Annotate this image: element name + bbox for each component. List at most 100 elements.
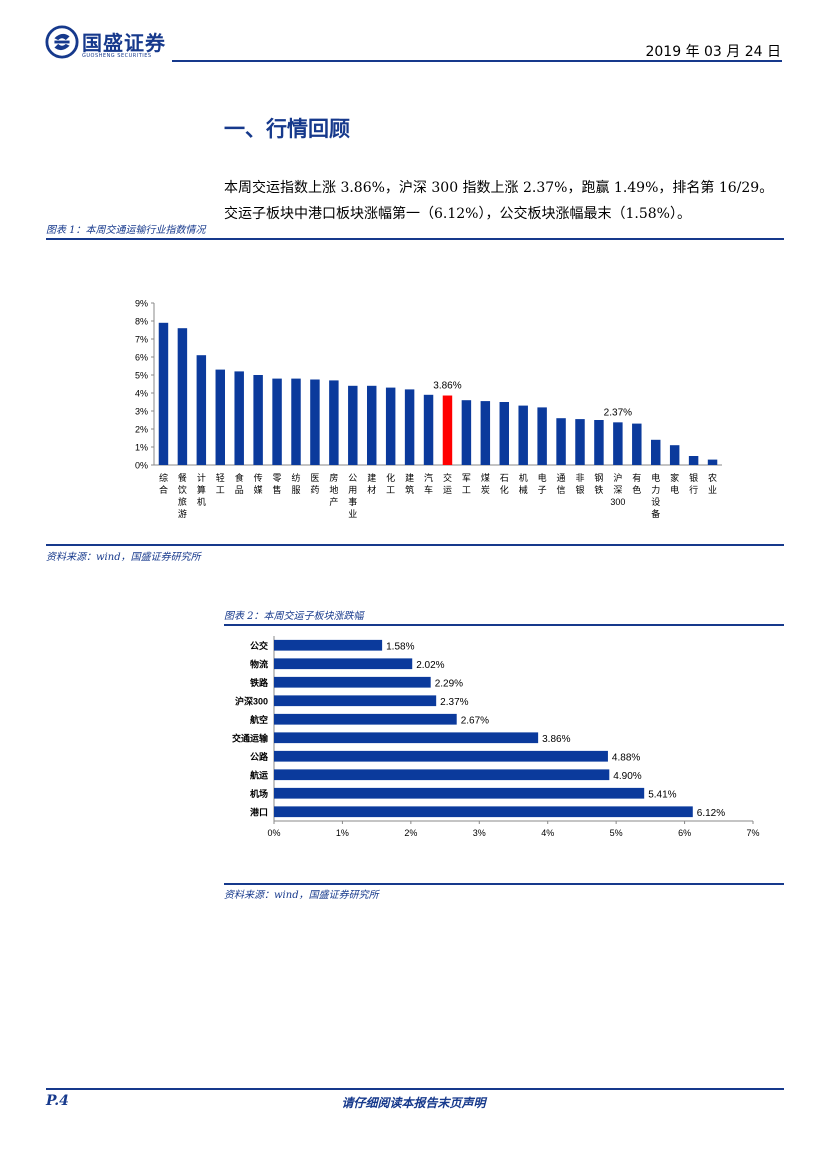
data-label: 3.86% <box>542 734 570 745</box>
x-tick-label: 零售 <box>273 473 282 495</box>
y-tick-label: 公交 <box>250 640 268 651</box>
bar-计算机 <box>196 355 207 465</box>
figure1-title: 图表 1：本周交通运输行业指数情况 <box>46 225 206 236</box>
y-tick-label: 港口 <box>250 806 268 817</box>
x-tick-label: 石化 <box>500 473 509 495</box>
bar-铁路 <box>274 676 431 688</box>
x-tick-label: 0% <box>267 828 280 838</box>
bar-汽车 <box>423 394 434 465</box>
industry-index-bar-chart: 0% 1% 2% 3% 4% 5% 6% 7% 8% 9% 综合 餐饮旅游 计算机 轻工食品传媒零售纺服医… <box>135 299 722 519</box>
bar-综合 <box>158 322 169 465</box>
x-tick-label: 食品 <box>235 472 244 495</box>
x-tick-label: 汽车 <box>424 472 433 495</box>
x-tick-label: 电子 <box>538 472 547 495</box>
x-tick-label: 6% <box>678 828 691 838</box>
y-tick-label: 交通运输 <box>232 732 269 743</box>
bar-电力设备 <box>651 439 661 465</box>
footer-disclaimer: 请仔细阅读本报告末页声明 <box>341 1096 486 1110</box>
x-tick-label: 传媒 <box>254 472 263 495</box>
bar-食品 <box>234 371 244 465</box>
x-tick-label: 综合 <box>159 472 168 495</box>
bar-煤炭 <box>480 401 491 465</box>
y-tick-label: 航运 <box>250 769 269 780</box>
bar-石化 <box>499 402 509 465</box>
figure1-bottom-rule <box>46 544 784 546</box>
bar-航空 <box>274 713 457 725</box>
x-tick-label: 餐饮旅游 <box>178 472 187 519</box>
company-logo-icon <box>45 25 79 59</box>
bar-餐饮旅游 <box>177 328 188 465</box>
bar-机械 <box>518 405 528 465</box>
x-tick-label: 煤炭 <box>481 472 490 495</box>
bar-军工 <box>461 400 472 465</box>
bar-建筑 <box>404 389 415 465</box>
y-tick-label: 1% <box>135 443 148 453</box>
report-date: 2019 年 03 月 24 日 <box>645 44 781 60</box>
data-label: 6.12% <box>697 808 725 819</box>
x-tick-label: 1% <box>336 828 349 838</box>
y-tick-label: 2% <box>135 425 148 435</box>
y-tick-label: 公路 <box>250 751 269 762</box>
x-tick-label: 钢铁 <box>594 472 603 495</box>
x-tick-label: 交运 <box>443 472 452 495</box>
x-tick-label: 房地产 <box>329 472 338 507</box>
figure1-source: 资料来源：wind，国盛证券研究所 <box>46 552 201 563</box>
bar-公路 <box>274 750 608 762</box>
data-label: 2.37% <box>440 697 468 708</box>
bar-交运 <box>442 395 453 465</box>
data-label: 2.37% <box>604 407 632 418</box>
y-tick-label: 3% <box>135 407 148 417</box>
bar-沪深300 <box>613 422 623 465</box>
bar-沪深300 <box>274 695 437 707</box>
bar-港口 <box>274 806 693 818</box>
data-label: 3.86% <box>433 381 461 392</box>
bar-化工 <box>385 387 396 465</box>
sub-sector-bar-chart: 0% 1% 2% 3% 4% 5% 6% 7% 公交 1.58% 物流 2.02% 铁路 2.29% 沪深3… <box>232 636 760 838</box>
bar-公交 <box>274 639 383 651</box>
y-tick-label: 5% <box>135 371 148 381</box>
x-tick-label: 2% <box>404 828 417 838</box>
x-tick-label: 纺服 <box>291 472 300 495</box>
data-label: 1.58% <box>386 641 414 652</box>
bar-钢铁 <box>594 420 604 465</box>
bar-银行 <box>688 456 699 465</box>
bar-轻工 <box>215 369 225 465</box>
x-tick-label: 化工 <box>386 472 395 495</box>
bar-通信 <box>556 418 566 465</box>
x-tick-label: 农业 <box>708 472 717 495</box>
x-tick-label: 7% <box>746 828 759 838</box>
bar-有色 <box>632 423 642 465</box>
footer-divider <box>46 1088 784 1090</box>
x-tick-label: 公用事业 <box>348 473 357 519</box>
y-tick-label: 0% <box>135 461 148 471</box>
bar-物流 <box>274 658 413 670</box>
y-tick-label: 铁路 <box>250 677 269 688</box>
y-tick-label: 8% <box>135 317 148 327</box>
x-tick-label: 3% <box>473 828 486 838</box>
x-tick-label: 沪深 300 <box>610 472 625 507</box>
data-label: 4.88% <box>612 752 640 763</box>
figure2-source: 资料来源：wind，国盛证券研究所 <box>224 890 379 901</box>
y-tick-label: 机场 <box>250 788 268 799</box>
bar-传媒 <box>253 375 263 465</box>
y-tick-label: 4% <box>135 389 148 399</box>
logo-name: 国盛证券 <box>82 31 166 55</box>
x-tick-label: 银行 <box>689 472 698 495</box>
y-tick-label: 6% <box>135 353 148 363</box>
x-tick-label: 建筑 <box>405 472 414 495</box>
header-divider <box>172 60 782 62</box>
x-tick-label: 5% <box>610 828 623 838</box>
data-label: 5.41% <box>648 789 676 800</box>
y-tick-label: 航空 <box>250 714 268 725</box>
x-tick-label: 计算机 <box>197 472 206 507</box>
bar-纺服 <box>291 378 301 465</box>
bar-机场 <box>274 787 645 799</box>
y-tick-label: 9% <box>135 299 148 309</box>
x-tick-label: 电力设备 <box>651 472 660 519</box>
x-tick-label: 4% <box>541 828 554 838</box>
figure2-title: 图表 2：本周交运子板块涨跌幅 <box>224 611 364 622</box>
figure2-bottom-rule <box>224 883 784 885</box>
logo-subtitle: GUOSHENG SECURITIES <box>82 53 152 59</box>
bar-交通运输 <box>274 732 539 744</box>
y-tick-label: 7% <box>135 335 148 345</box>
